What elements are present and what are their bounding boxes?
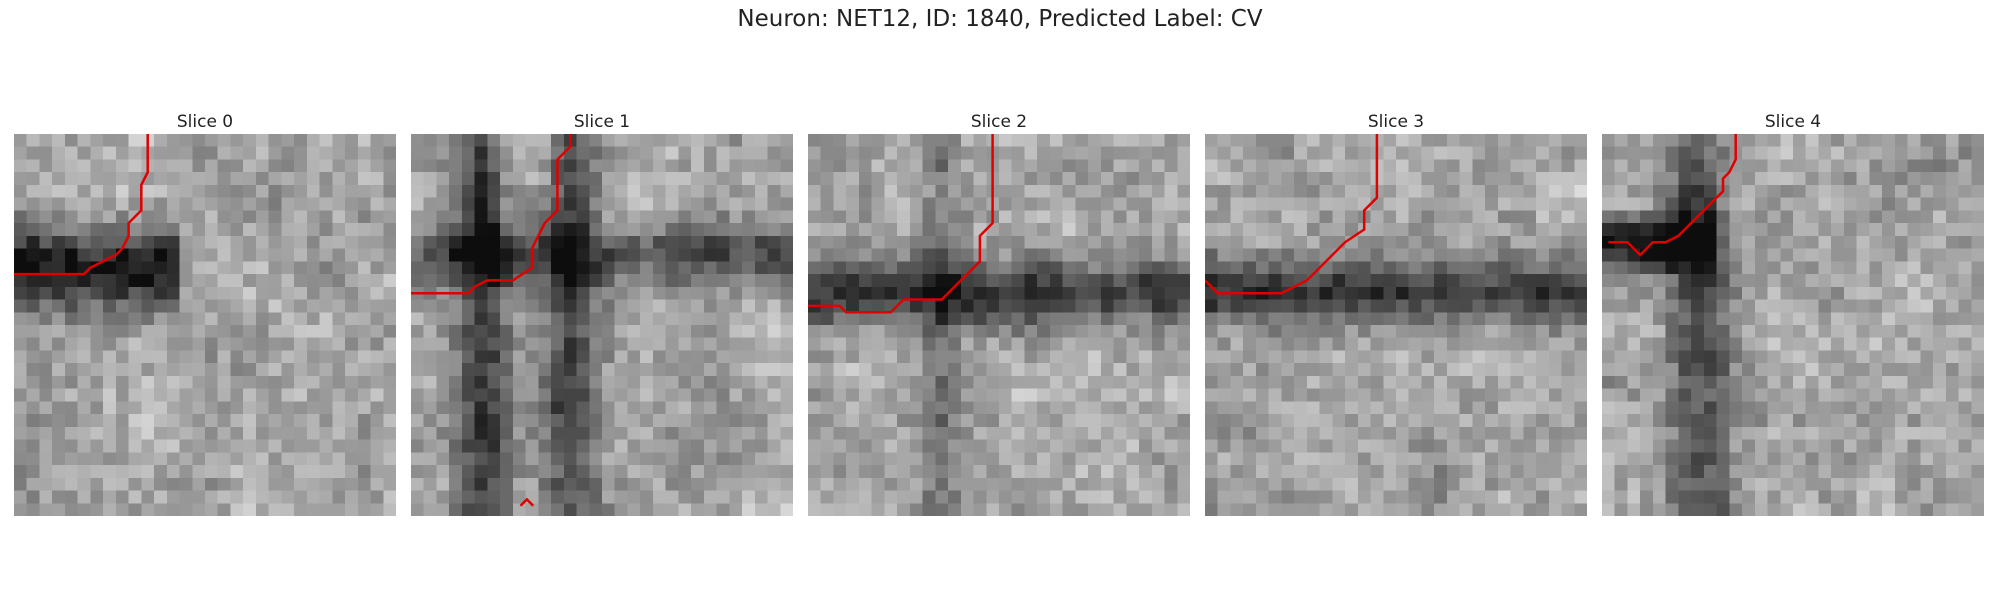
- slice-image-2: [808, 134, 1190, 516]
- contour-line-0: [14, 134, 149, 276]
- contour-fragment-1: [519, 497, 535, 507]
- slice-panel-0: Slice 0: [14, 110, 396, 516]
- slice-title-2: Slice 2: [970, 112, 1028, 132]
- slice-panel-2: Slice 2: [808, 110, 1190, 516]
- slice-title-0: Slice 0: [176, 112, 234, 132]
- contour-line-2: [808, 134, 994, 314]
- slice-panel-1: Slice 1: [411, 110, 793, 516]
- slice-image-0: [14, 134, 396, 516]
- contour-line-4: [1608, 134, 1737, 257]
- figure-title: Neuron: NET12, ID: 1840, Predicted Label…: [737, 6, 1263, 32]
- slice-image-4: [1602, 134, 1984, 516]
- slice-title-4: Slice 4: [1764, 112, 1822, 132]
- contour-line-1: [411, 134, 572, 295]
- slice-title-3: Slice 3: [1367, 112, 1425, 132]
- slice-panel-4: Slice 4: [1602, 110, 1984, 516]
- slice-image-3: [1205, 134, 1587, 516]
- contour-line-3: [1205, 134, 1379, 295]
- slice-image-1: [411, 134, 793, 516]
- slice-panel-3: Slice 3: [1205, 110, 1587, 516]
- slice-title-1: Slice 1: [573, 112, 631, 132]
